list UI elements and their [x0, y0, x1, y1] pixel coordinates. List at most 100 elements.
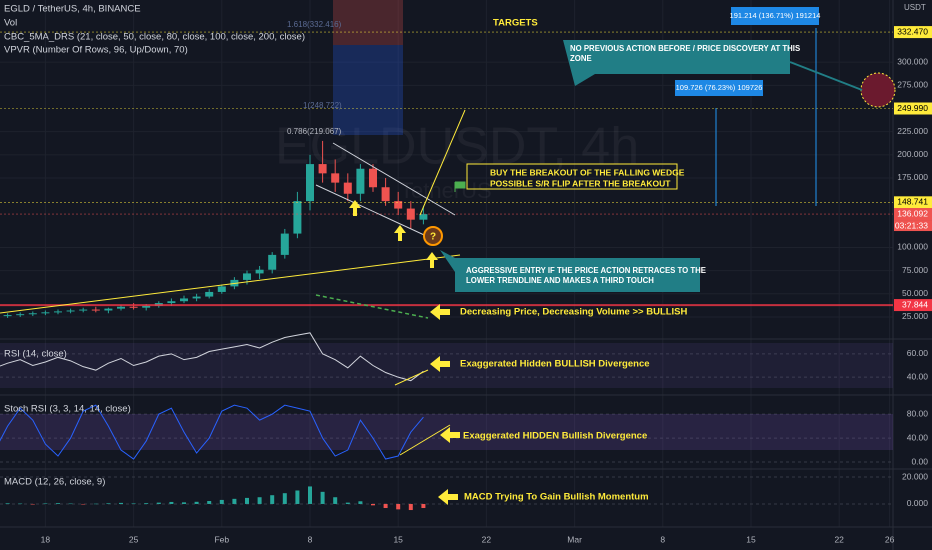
- price-tag-label: 148.741: [897, 197, 928, 207]
- candle-body: [255, 269, 264, 274]
- histogram-bar: [156, 502, 161, 504]
- y-tick-label: 80.00: [907, 408, 929, 418]
- histogram-bar: [131, 503, 136, 504]
- histogram-bar: [383, 503, 388, 509]
- reward-zone: [333, 45, 403, 135]
- candle-body: [180, 298, 188, 302]
- vpvr-label: VPVR (Number Of Rows, 96, Up/Down, 70): [4, 45, 188, 56]
- wedge-upper: [332, 142, 456, 216]
- y-tick-label: 225.000: [897, 126, 928, 136]
- breakout-note: BUY THE BREAKOUT OF THE FALLING WEDGE: [490, 167, 685, 177]
- candle-body: [419, 214, 428, 220]
- wedge-lower: [315, 184, 436, 241]
- histogram-bar: [408, 503, 413, 511]
- y-tick-label: 200.000: [897, 149, 928, 159]
- candle-body: [3, 315, 12, 317]
- x-tick-label: 18: [41, 534, 51, 544]
- histogram-bar: [308, 486, 312, 504]
- touch-circle: [423, 226, 443, 246]
- target-box: [731, 7, 819, 25]
- countdown-box: [894, 220, 932, 232]
- panel-title: RSI (14, close): [4, 349, 67, 360]
- trendline: [0, 254, 461, 314]
- vol-label: Vol: [4, 18, 17, 29]
- histogram-bar: [194, 501, 199, 504]
- targets: TARGETS: [493, 18, 538, 29]
- histogram-bar: [30, 503, 35, 505]
- x-tick-label: 25: [129, 534, 139, 544]
- candle-body: [369, 168, 377, 188]
- drawings: [0, 28, 896, 456]
- price-tag: [894, 102, 932, 115]
- indicator-line: [0, 404, 424, 460]
- zone-circle: [860, 72, 896, 108]
- rsi-trend: [394, 369, 429, 386]
- y-tick-label: 75.000: [902, 265, 928, 275]
- candle-body: [192, 296, 201, 299]
- countdown: 03:21:33: [895, 220, 928, 230]
- candle-body: [79, 309, 88, 311]
- histogram-bar: [333, 497, 338, 504]
- grid: [0, 0, 893, 527]
- histogram-bar: [106, 503, 111, 504]
- up-arrow: [349, 200, 361, 216]
- left-arrow: [430, 356, 450, 372]
- candle-body: [331, 173, 340, 183]
- histogram-bar: [56, 503, 60, 504]
- candle-body: [28, 313, 37, 315]
- x-tick-label: 22: [482, 534, 492, 544]
- volume-trend: [315, 294, 429, 319]
- candle-body: [394, 201, 403, 209]
- zone-callout: [563, 40, 790, 86]
- candle-body: [167, 301, 176, 304]
- candle-body: [205, 291, 214, 297]
- histogram-bar: [144, 503, 149, 504]
- histogram-bar: [93, 503, 98, 505]
- histogram-bar: [282, 493, 287, 504]
- target-box: [675, 80, 763, 96]
- question: ?: [430, 232, 436, 243]
- y-tick-label: 60.00: [907, 348, 929, 358]
- y-tick-label: 25.000: [902, 311, 928, 321]
- watermark-sub: TetherUS: [400, 178, 492, 203]
- left-arrow: [440, 427, 460, 443]
- y-tick-label: 20.000: [902, 471, 928, 481]
- candle-body: [268, 254, 277, 270]
- histogram-bar: [182, 502, 186, 504]
- candle-body: [343, 182, 352, 194]
- x-tick-label: 15: [746, 534, 756, 544]
- candle-body: [293, 201, 302, 234]
- histogram-bar: [18, 503, 23, 505]
- candle-body: [66, 310, 75, 312]
- indicator-line: [0, 332, 424, 382]
- callout-pointer: [789, 61, 863, 91]
- price-tag: [894, 26, 932, 39]
- histogram-bar: [81, 503, 86, 505]
- histogram-bar: [119, 502, 123, 504]
- panel-title: MACD (12, 26, close, 9): [4, 477, 105, 488]
- fib-label: 1.618(332.416): [287, 20, 342, 29]
- histogram-bar: [68, 503, 73, 505]
- price-tag-label: 37.844: [902, 299, 928, 309]
- candle-body: [280, 233, 289, 255]
- candle-body: [16, 314, 25, 316]
- candle-body: [129, 306, 138, 308]
- volume-note: Decreasing Price, Decreasing Volume >> B…: [460, 307, 688, 318]
- histogram-bar: [396, 503, 401, 510]
- x-tick-label: 22: [834, 534, 844, 544]
- candle-body: [243, 273, 251, 280]
- histogram-bar: [320, 491, 325, 504]
- histogram-bar: [169, 501, 174, 504]
- histogram-bar: [371, 503, 375, 506]
- breakout-note: POSSIBLE S/R FLIP AFTER THE BREAKOUT: [490, 178, 671, 188]
- candle-body: [117, 306, 125, 309]
- target-label: 109.726 (76.23%) 109726: [676, 83, 763, 92]
- price-tag-label: 332.470: [897, 26, 928, 36]
- y-tick-label: 100.000: [897, 242, 928, 252]
- stoch-note: Exaggerated HIDDEN Bullish Divergence: [463, 431, 647, 442]
- y-tick-label: 40.00: [907, 432, 929, 442]
- x-tick-label: 8: [308, 534, 313, 544]
- candle-body: [318, 164, 327, 174]
- candle-body: [381, 187, 390, 202]
